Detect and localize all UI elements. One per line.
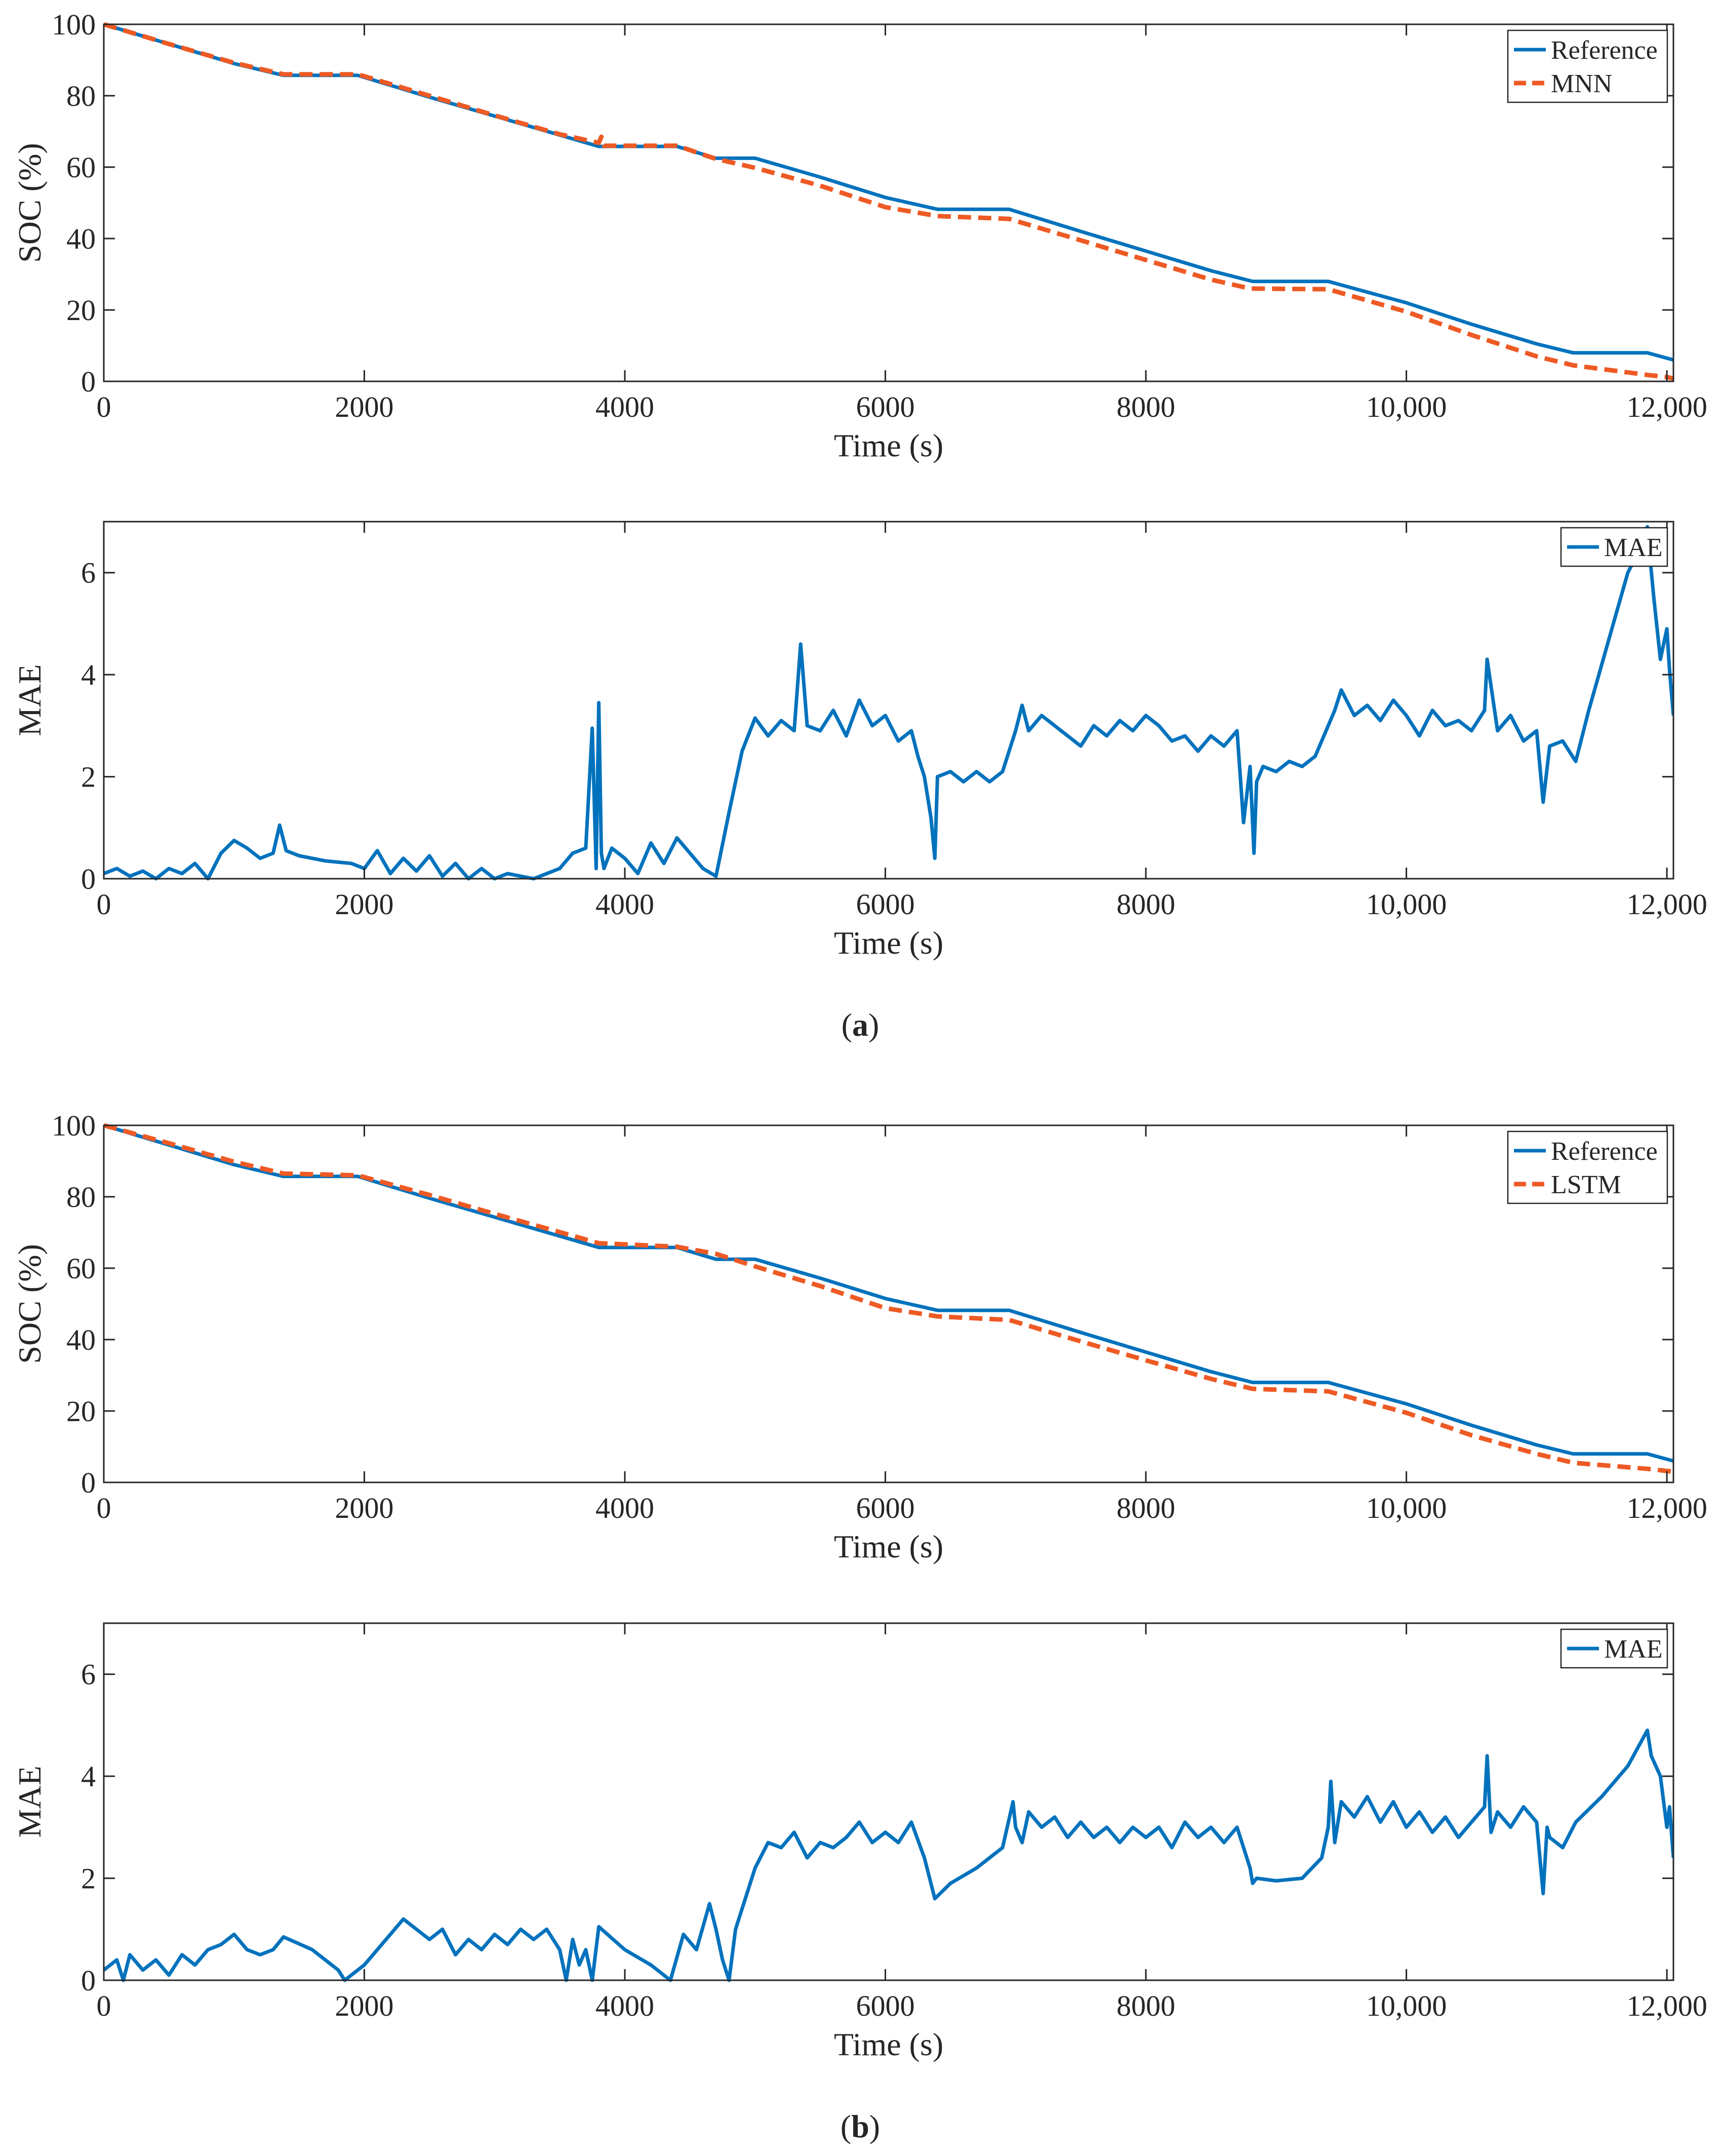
chart-a-mae: 0 2000 4000 6000 8000 10,000 12,000 0 2 4 6 Time (s… xyxy=(12,521,1707,961)
x-tick-label: 4000 xyxy=(595,390,654,423)
x-tick-label: 10,000 xyxy=(1366,390,1447,423)
x-tick-label: 8000 xyxy=(1116,1989,1175,2022)
axes-box xyxy=(103,23,1674,382)
y-tick-label: 20 xyxy=(66,1395,96,1428)
x-tick-label: 2000 xyxy=(335,888,394,921)
x-tick-label: 0 xyxy=(97,1989,111,2022)
x-tick-label: 12,000 xyxy=(1626,390,1707,423)
y-tick-label: 80 xyxy=(66,1181,96,1213)
x-tick-label: 12,000 xyxy=(1626,1989,1707,2022)
legend-label-lstm: LSTM xyxy=(1551,1170,1621,1199)
x-tick-label: 0 xyxy=(97,390,111,423)
y-tick-label: 0 xyxy=(81,863,96,895)
y-tick-label: 80 xyxy=(66,80,96,112)
x-tick-label: 6000 xyxy=(856,1989,915,2022)
legend: Reference MNN xyxy=(1507,29,1668,103)
series-line-mae xyxy=(104,1729,1673,1982)
y-tick-label: 4 xyxy=(81,1760,96,1793)
axes-box xyxy=(103,521,1674,880)
x-tick-label: 6000 xyxy=(856,888,915,921)
plot-area xyxy=(104,522,1673,879)
caption-b: (b) xyxy=(841,2108,880,2144)
x-tick-label: 8000 xyxy=(1116,888,1175,921)
x-tick-label: 8000 xyxy=(1116,390,1175,423)
y-tick-label: 0 xyxy=(81,1466,96,1499)
y-tick-label: 60 xyxy=(66,1252,96,1285)
x-tick-label: 4000 xyxy=(595,1989,654,2022)
y-tick-label: 6 xyxy=(81,1658,96,1691)
legend-box xyxy=(1507,1130,1668,1204)
legend-label-mnn: MNN xyxy=(1551,69,1612,98)
x-tick-label: 6000 xyxy=(856,1492,915,1524)
y-tick-label: 0 xyxy=(81,1964,96,1997)
chart-b-mae: 0 2000 4000 6000 8000 10,000 12,000 0 2 4 6 Time (s… xyxy=(12,1622,1707,2062)
x-tick-label: 2000 xyxy=(335,1492,394,1524)
x-tick-label: 6000 xyxy=(856,390,915,423)
y-tick-label: 40 xyxy=(66,1323,96,1356)
y-tick-label: 6 xyxy=(81,557,96,590)
y-tick-label: 20 xyxy=(66,294,96,327)
chart-a-soc: 0 2000 4000 6000 8000 10,000 12,000 0 20 40 60 80 10… xyxy=(12,8,1707,463)
y-tick-label: 2 xyxy=(81,761,96,794)
axes-box xyxy=(103,1622,1674,1981)
series-line-lstm xyxy=(104,1123,1673,1474)
y-tick-label: 60 xyxy=(66,151,96,184)
x-tick-label: 0 xyxy=(97,888,111,921)
y-tick-label: 4 xyxy=(81,658,96,691)
legend-label-mae: MAE xyxy=(1604,1635,1663,1664)
axes-box xyxy=(103,1124,1674,1483)
legend: Reference LSTM xyxy=(1507,1130,1668,1204)
legend-label-reference: Reference xyxy=(1551,1137,1658,1166)
caption-a: (a) xyxy=(842,1007,879,1043)
y-axis-label: MAE xyxy=(12,664,48,736)
x-tick-label: 10,000 xyxy=(1366,1492,1447,1524)
legend-label-reference: Reference xyxy=(1551,36,1658,65)
plot-area xyxy=(104,1623,1673,1980)
x-tick-label: 4000 xyxy=(595,1492,654,1524)
x-tick-label: 12,000 xyxy=(1626,1492,1707,1524)
y-tick-label: 100 xyxy=(52,1109,96,1142)
legend-label-mae: MAE xyxy=(1604,533,1663,562)
x-axis-label: Time (s) xyxy=(834,2026,943,2062)
y-axis-label: MAE xyxy=(12,1766,48,1837)
legend: MAE xyxy=(1560,1628,1668,1669)
y-tick-label: 40 xyxy=(66,222,96,255)
plot-area xyxy=(104,1125,1673,1482)
y-tick-label: 100 xyxy=(52,8,96,41)
x-tick-label: 2000 xyxy=(335,390,394,423)
x-tick-label: 2000 xyxy=(335,1989,394,2022)
series-line-mae xyxy=(104,525,1673,881)
y-tick-label: 2 xyxy=(81,1862,96,1895)
x-tick-label: 12,000 xyxy=(1626,888,1707,921)
legend-box xyxy=(1507,29,1668,103)
x-tick-label: 4000 xyxy=(595,888,654,921)
chart-b-soc: 0 2000 4000 6000 8000 10,000 12,000 0 20 40 60 80 10… xyxy=(12,1109,1707,1564)
plot-area xyxy=(104,24,1673,381)
x-axis-label: Time (s) xyxy=(834,1528,943,1564)
x-axis-label: Time (s) xyxy=(834,427,943,463)
x-tick-label: 0 xyxy=(97,1492,111,1524)
x-tick-label: 10,000 xyxy=(1366,888,1447,921)
y-tick-label: 0 xyxy=(81,365,96,398)
x-tick-label: 10,000 xyxy=(1366,1989,1447,2022)
x-axis-label: Time (s) xyxy=(834,925,943,961)
legend: MAE xyxy=(1560,527,1668,567)
y-axis-label: SOC (%) xyxy=(12,143,48,262)
y-axis-label: SOC (%) xyxy=(12,1244,48,1363)
x-tick-label: 8000 xyxy=(1116,1492,1175,1524)
